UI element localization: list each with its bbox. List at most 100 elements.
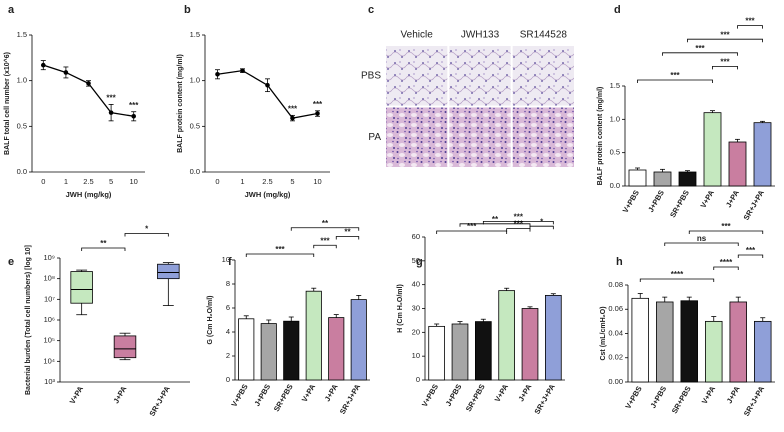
- box: [113, 335, 137, 359]
- marker: [108, 110, 114, 115]
- y-tick-label: 60: [412, 232, 420, 241]
- bar: [283, 320, 300, 381]
- y-tick-label: 0.5: [190, 121, 200, 130]
- significance-bracket: [637, 79, 713, 83]
- y-tick-label: 10³: [44, 377, 55, 386]
- point-label: ***: [313, 100, 323, 109]
- y-tick-label: 1.5: [190, 30, 200, 39]
- significance-label: *: [145, 225, 149, 234]
- y-tick-label: 10: [222, 255, 230, 264]
- marker: [290, 115, 295, 121]
- significance-bracket: [335, 236, 360, 240]
- y-tick-label: 4: [226, 327, 230, 336]
- significance-label: **: [322, 219, 329, 228]
- bar: [631, 297, 649, 383]
- y-tick-label: 10⁸: [43, 274, 55, 283]
- marker: [131, 113, 136, 119]
- x-tick-label: J+PA: [724, 188, 741, 209]
- x-tick-label: SR+J+PA: [742, 188, 767, 222]
- y-axis-title: BALF protein content (mg/ml): [597, 87, 604, 186]
- significance-bracket: [81, 247, 126, 251]
- line: [43, 64, 134, 117]
- box: [157, 263, 180, 280]
- bar: [678, 171, 697, 187]
- x-tick-label: J+PBS: [444, 382, 464, 407]
- significance-bracket: [529, 225, 554, 230]
- y-tick-label: 40: [412, 280, 420, 289]
- point-label: ***: [129, 101, 139, 110]
- marker: [215, 71, 220, 77]
- bar: [428, 325, 446, 381]
- y-tick-label: 20: [412, 327, 420, 336]
- significance-label: ***: [514, 213, 524, 222]
- panel-letter: c: [368, 4, 374, 16]
- y-tick-label: 2: [226, 351, 230, 360]
- bar: [729, 301, 747, 383]
- significance-label: **: [344, 228, 351, 237]
- y-tick-label: 1.0: [610, 114, 620, 123]
- y-tick-label: 0: [416, 375, 420, 384]
- y-tick-label: 0.00: [608, 377, 623, 386]
- marker: [63, 70, 69, 75]
- box: [70, 271, 93, 304]
- y-tick-label: 10⁶: [44, 315, 55, 324]
- significance-bracket: [290, 227, 360, 231]
- bar: [680, 300, 698, 383]
- y-axis-title: H (Cm H₂O/ml): [397, 284, 404, 333]
- y-tick-label: 0.0: [17, 167, 27, 176]
- panel-letter: e: [8, 256, 14, 268]
- bar: [305, 290, 322, 381]
- bar: [728, 141, 747, 187]
- y-tick-label: 1.0: [17, 76, 27, 85]
- y-tick-label: 0.06: [608, 304, 623, 313]
- x-tick-label: V+PBS: [420, 382, 440, 408]
- bar: [656, 301, 674, 383]
- x-tick-label: V+PA: [700, 384, 718, 406]
- x-tick-label: J+PBS: [648, 384, 668, 409]
- x-tick-label: 0: [41, 177, 45, 186]
- bar: [328, 317, 345, 381]
- significance-bracket: [506, 228, 531, 232]
- marker: [265, 82, 270, 88]
- significance-label: *: [540, 217, 544, 226]
- significance-label: ***: [746, 246, 756, 255]
- y-tick-label: 0.5: [17, 121, 27, 130]
- marker: [240, 68, 245, 73]
- significance-label: ***: [720, 30, 730, 39]
- bar: [260, 323, 277, 381]
- marker: [315, 111, 320, 116]
- x-tick-label: J+PBS: [252, 382, 272, 407]
- significance-bracket: [313, 244, 337, 249]
- y-axis-title: Cst (mL/cmH₂O): [600, 306, 607, 360]
- significance-label: ***: [275, 245, 285, 254]
- y-tick-label: 0.0: [610, 181, 620, 190]
- x-tick-label: SR+PBS: [670, 384, 693, 415]
- significance-label: **: [100, 239, 107, 248]
- column-label: Vehicle: [401, 30, 434, 41]
- significance-bracket: [713, 266, 739, 270]
- significance-bracket: [459, 223, 531, 227]
- x-tick-label: 1: [64, 177, 68, 186]
- significance-bracket: [124, 233, 169, 237]
- column-label: JWH133: [461, 30, 500, 41]
- x-tick-label: 10: [313, 177, 321, 186]
- significance-bracket: [687, 38, 763, 43]
- x-tick-label: SR+PBS: [668, 188, 691, 219]
- micrograph-image: [386, 46, 448, 106]
- significance-bracket: [245, 253, 315, 257]
- line: [217, 69, 318, 119]
- y-tick-label: 0.0: [190, 167, 200, 176]
- x-tick-label: V+PBS: [621, 188, 641, 214]
- significance-bracket: [662, 52, 738, 56]
- y-tick-label: 0.02: [608, 353, 623, 362]
- marker: [41, 62, 46, 68]
- column-label: SR144528: [520, 30, 568, 41]
- x-tick-label: J+PA: [111, 384, 128, 405]
- significance-bracket: [737, 25, 763, 29]
- panel-letter: g: [416, 256, 423, 268]
- y-tick-label: 10⁵: [44, 336, 55, 345]
- bar: [350, 299, 367, 381]
- x-tick-label: 0: [215, 177, 219, 186]
- y-tick-label: 0.08: [608, 280, 623, 289]
